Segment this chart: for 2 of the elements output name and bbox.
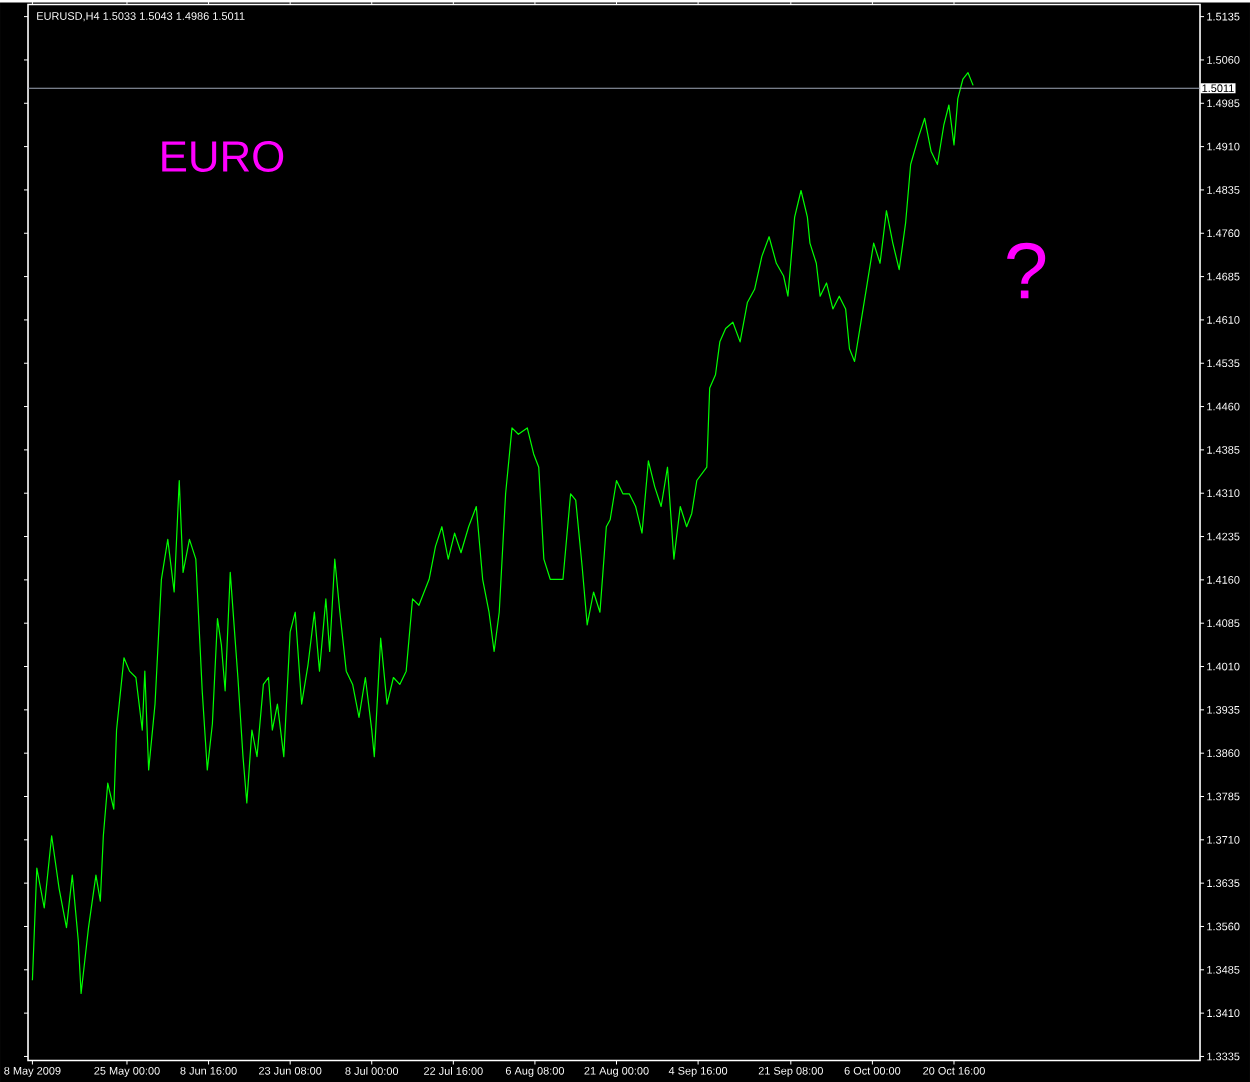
annotation: EURO [162, 140, 284, 172]
annotation: ? [1007, 242, 1046, 299]
